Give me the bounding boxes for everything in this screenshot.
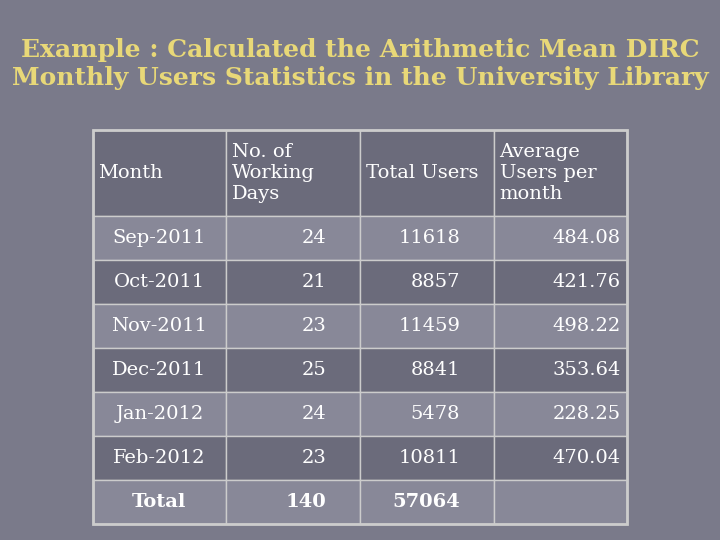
Text: 10811: 10811 bbox=[398, 449, 460, 467]
Text: 140: 140 bbox=[286, 493, 327, 511]
Text: Jan-2012: Jan-2012 bbox=[115, 405, 204, 423]
Text: Feb-2012: Feb-2012 bbox=[113, 449, 206, 467]
FancyBboxPatch shape bbox=[93, 348, 226, 392]
Text: 25: 25 bbox=[302, 361, 327, 379]
FancyBboxPatch shape bbox=[360, 436, 494, 480]
FancyBboxPatch shape bbox=[494, 260, 627, 304]
Text: 498.22: 498.22 bbox=[552, 317, 621, 335]
Text: 11618: 11618 bbox=[398, 230, 460, 247]
Text: No. of
Working
Days: No. of Working Days bbox=[232, 143, 315, 202]
FancyBboxPatch shape bbox=[93, 392, 226, 436]
FancyBboxPatch shape bbox=[226, 436, 360, 480]
Text: 21: 21 bbox=[302, 273, 327, 291]
FancyBboxPatch shape bbox=[226, 217, 360, 260]
FancyBboxPatch shape bbox=[360, 392, 494, 436]
FancyBboxPatch shape bbox=[226, 480, 360, 524]
FancyBboxPatch shape bbox=[93, 436, 226, 480]
FancyBboxPatch shape bbox=[494, 304, 627, 348]
FancyBboxPatch shape bbox=[494, 436, 627, 480]
FancyBboxPatch shape bbox=[360, 217, 494, 260]
Text: Example : Calculated the Arithmetic Mean DIRC
Monthly Users Statistics in the Un: Example : Calculated the Arithmetic Mean… bbox=[12, 38, 708, 90]
FancyBboxPatch shape bbox=[226, 304, 360, 348]
FancyBboxPatch shape bbox=[93, 480, 226, 524]
FancyBboxPatch shape bbox=[360, 260, 494, 304]
FancyBboxPatch shape bbox=[494, 217, 627, 260]
Text: 24: 24 bbox=[302, 230, 327, 247]
Text: Total: Total bbox=[132, 493, 186, 511]
Text: Dec-2011: Dec-2011 bbox=[112, 361, 207, 379]
FancyBboxPatch shape bbox=[226, 260, 360, 304]
FancyBboxPatch shape bbox=[93, 304, 226, 348]
FancyBboxPatch shape bbox=[226, 392, 360, 436]
FancyBboxPatch shape bbox=[93, 260, 226, 304]
Text: 8857: 8857 bbox=[411, 273, 460, 291]
FancyBboxPatch shape bbox=[93, 217, 226, 260]
Text: 5478: 5478 bbox=[411, 405, 460, 423]
Text: Month: Month bbox=[99, 164, 163, 182]
Text: Nov-2011: Nov-2011 bbox=[112, 317, 207, 335]
FancyBboxPatch shape bbox=[226, 130, 360, 217]
FancyBboxPatch shape bbox=[494, 348, 627, 392]
Text: Average
Users per
month: Average Users per month bbox=[500, 143, 596, 202]
FancyBboxPatch shape bbox=[226, 348, 360, 392]
Text: 23: 23 bbox=[302, 317, 327, 335]
FancyBboxPatch shape bbox=[360, 480, 494, 524]
FancyBboxPatch shape bbox=[494, 480, 627, 524]
FancyBboxPatch shape bbox=[494, 392, 627, 436]
Text: 24: 24 bbox=[302, 405, 327, 423]
Text: 470.04: 470.04 bbox=[553, 449, 621, 467]
Text: Total Users: Total Users bbox=[366, 164, 478, 182]
Text: 23: 23 bbox=[302, 449, 327, 467]
Text: 57064: 57064 bbox=[392, 493, 460, 511]
Text: Oct-2011: Oct-2011 bbox=[114, 273, 205, 291]
Text: 8841: 8841 bbox=[411, 361, 460, 379]
Text: 228.25: 228.25 bbox=[553, 405, 621, 423]
Text: 353.64: 353.64 bbox=[552, 361, 621, 379]
FancyBboxPatch shape bbox=[360, 130, 494, 217]
Text: 11459: 11459 bbox=[398, 317, 460, 335]
FancyBboxPatch shape bbox=[93, 130, 226, 217]
FancyBboxPatch shape bbox=[494, 130, 627, 217]
FancyBboxPatch shape bbox=[360, 348, 494, 392]
FancyBboxPatch shape bbox=[360, 304, 494, 348]
Text: 421.76: 421.76 bbox=[553, 273, 621, 291]
Text: Sep-2011: Sep-2011 bbox=[113, 230, 206, 247]
Text: 484.08: 484.08 bbox=[553, 230, 621, 247]
